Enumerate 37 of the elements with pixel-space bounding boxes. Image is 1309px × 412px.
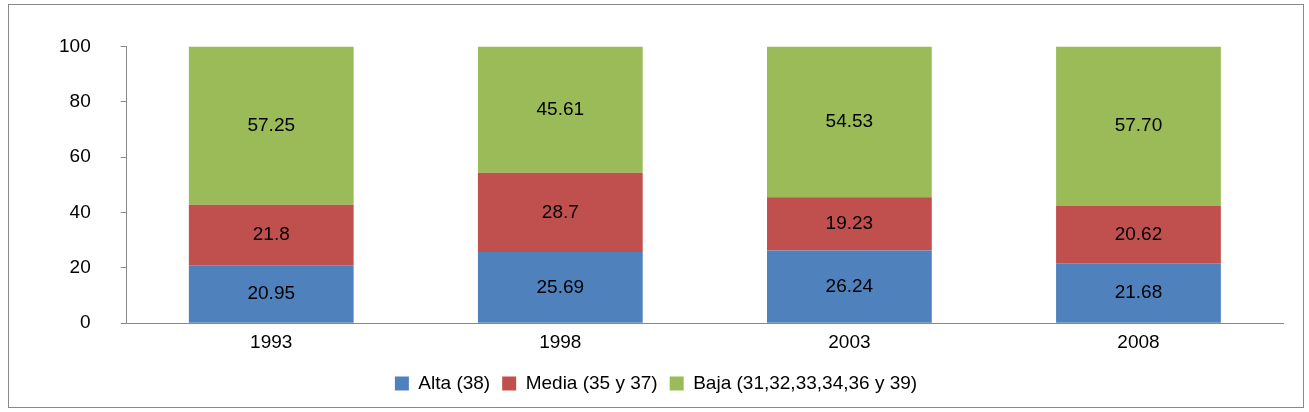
legend-label: Alta (38) <box>418 371 491 393</box>
bar <box>1056 206 1221 264</box>
data-label: 21.68 <box>1114 281 1163 303</box>
data-label: 54.53 <box>825 110 874 132</box>
data-label: 45.61 <box>536 97 585 119</box>
data-label: 19.23 <box>825 212 874 234</box>
bar <box>1056 46 1221 207</box>
y-tick-label: 40 <box>69 200 91 222</box>
bar <box>1056 263 1221 323</box>
x-tick-label: 1998 <box>539 330 582 352</box>
bar <box>767 46 932 198</box>
bar <box>477 252 643 323</box>
bar <box>767 197 932 251</box>
x-tick-label: 2003 <box>828 330 871 352</box>
data-label: 20.62 <box>1114 222 1163 244</box>
data-label: 26.24 <box>825 274 874 296</box>
data-label: 21.8 <box>252 223 290 245</box>
bar <box>188 265 354 323</box>
y-tick-label: 100 <box>59 34 91 56</box>
bar <box>477 172 643 253</box>
data-label: 28.7 <box>541 200 579 222</box>
bar <box>188 46 354 205</box>
data-label: 25.69 <box>536 275 585 297</box>
bar <box>477 46 643 173</box>
bar <box>767 250 932 323</box>
x-tick-label: 2008 <box>1117 330 1160 352</box>
y-tick-label: 60 <box>69 145 91 167</box>
data-label: 57.70 <box>1114 114 1163 136</box>
y-tick-label: 0 <box>80 311 91 333</box>
y-tick-label: 80 <box>69 89 91 111</box>
legend-label: Media (35 y 37) <box>525 371 658 393</box>
data-label: 20.95 <box>247 282 296 304</box>
y-tick-label: 20 <box>69 256 91 278</box>
bar <box>188 204 354 266</box>
legend-label: Baja (31,32,33,34,36 y 39) <box>693 371 918 393</box>
data-label: 57.25 <box>247 113 296 135</box>
x-tick-label: 1993 <box>250 330 293 352</box>
